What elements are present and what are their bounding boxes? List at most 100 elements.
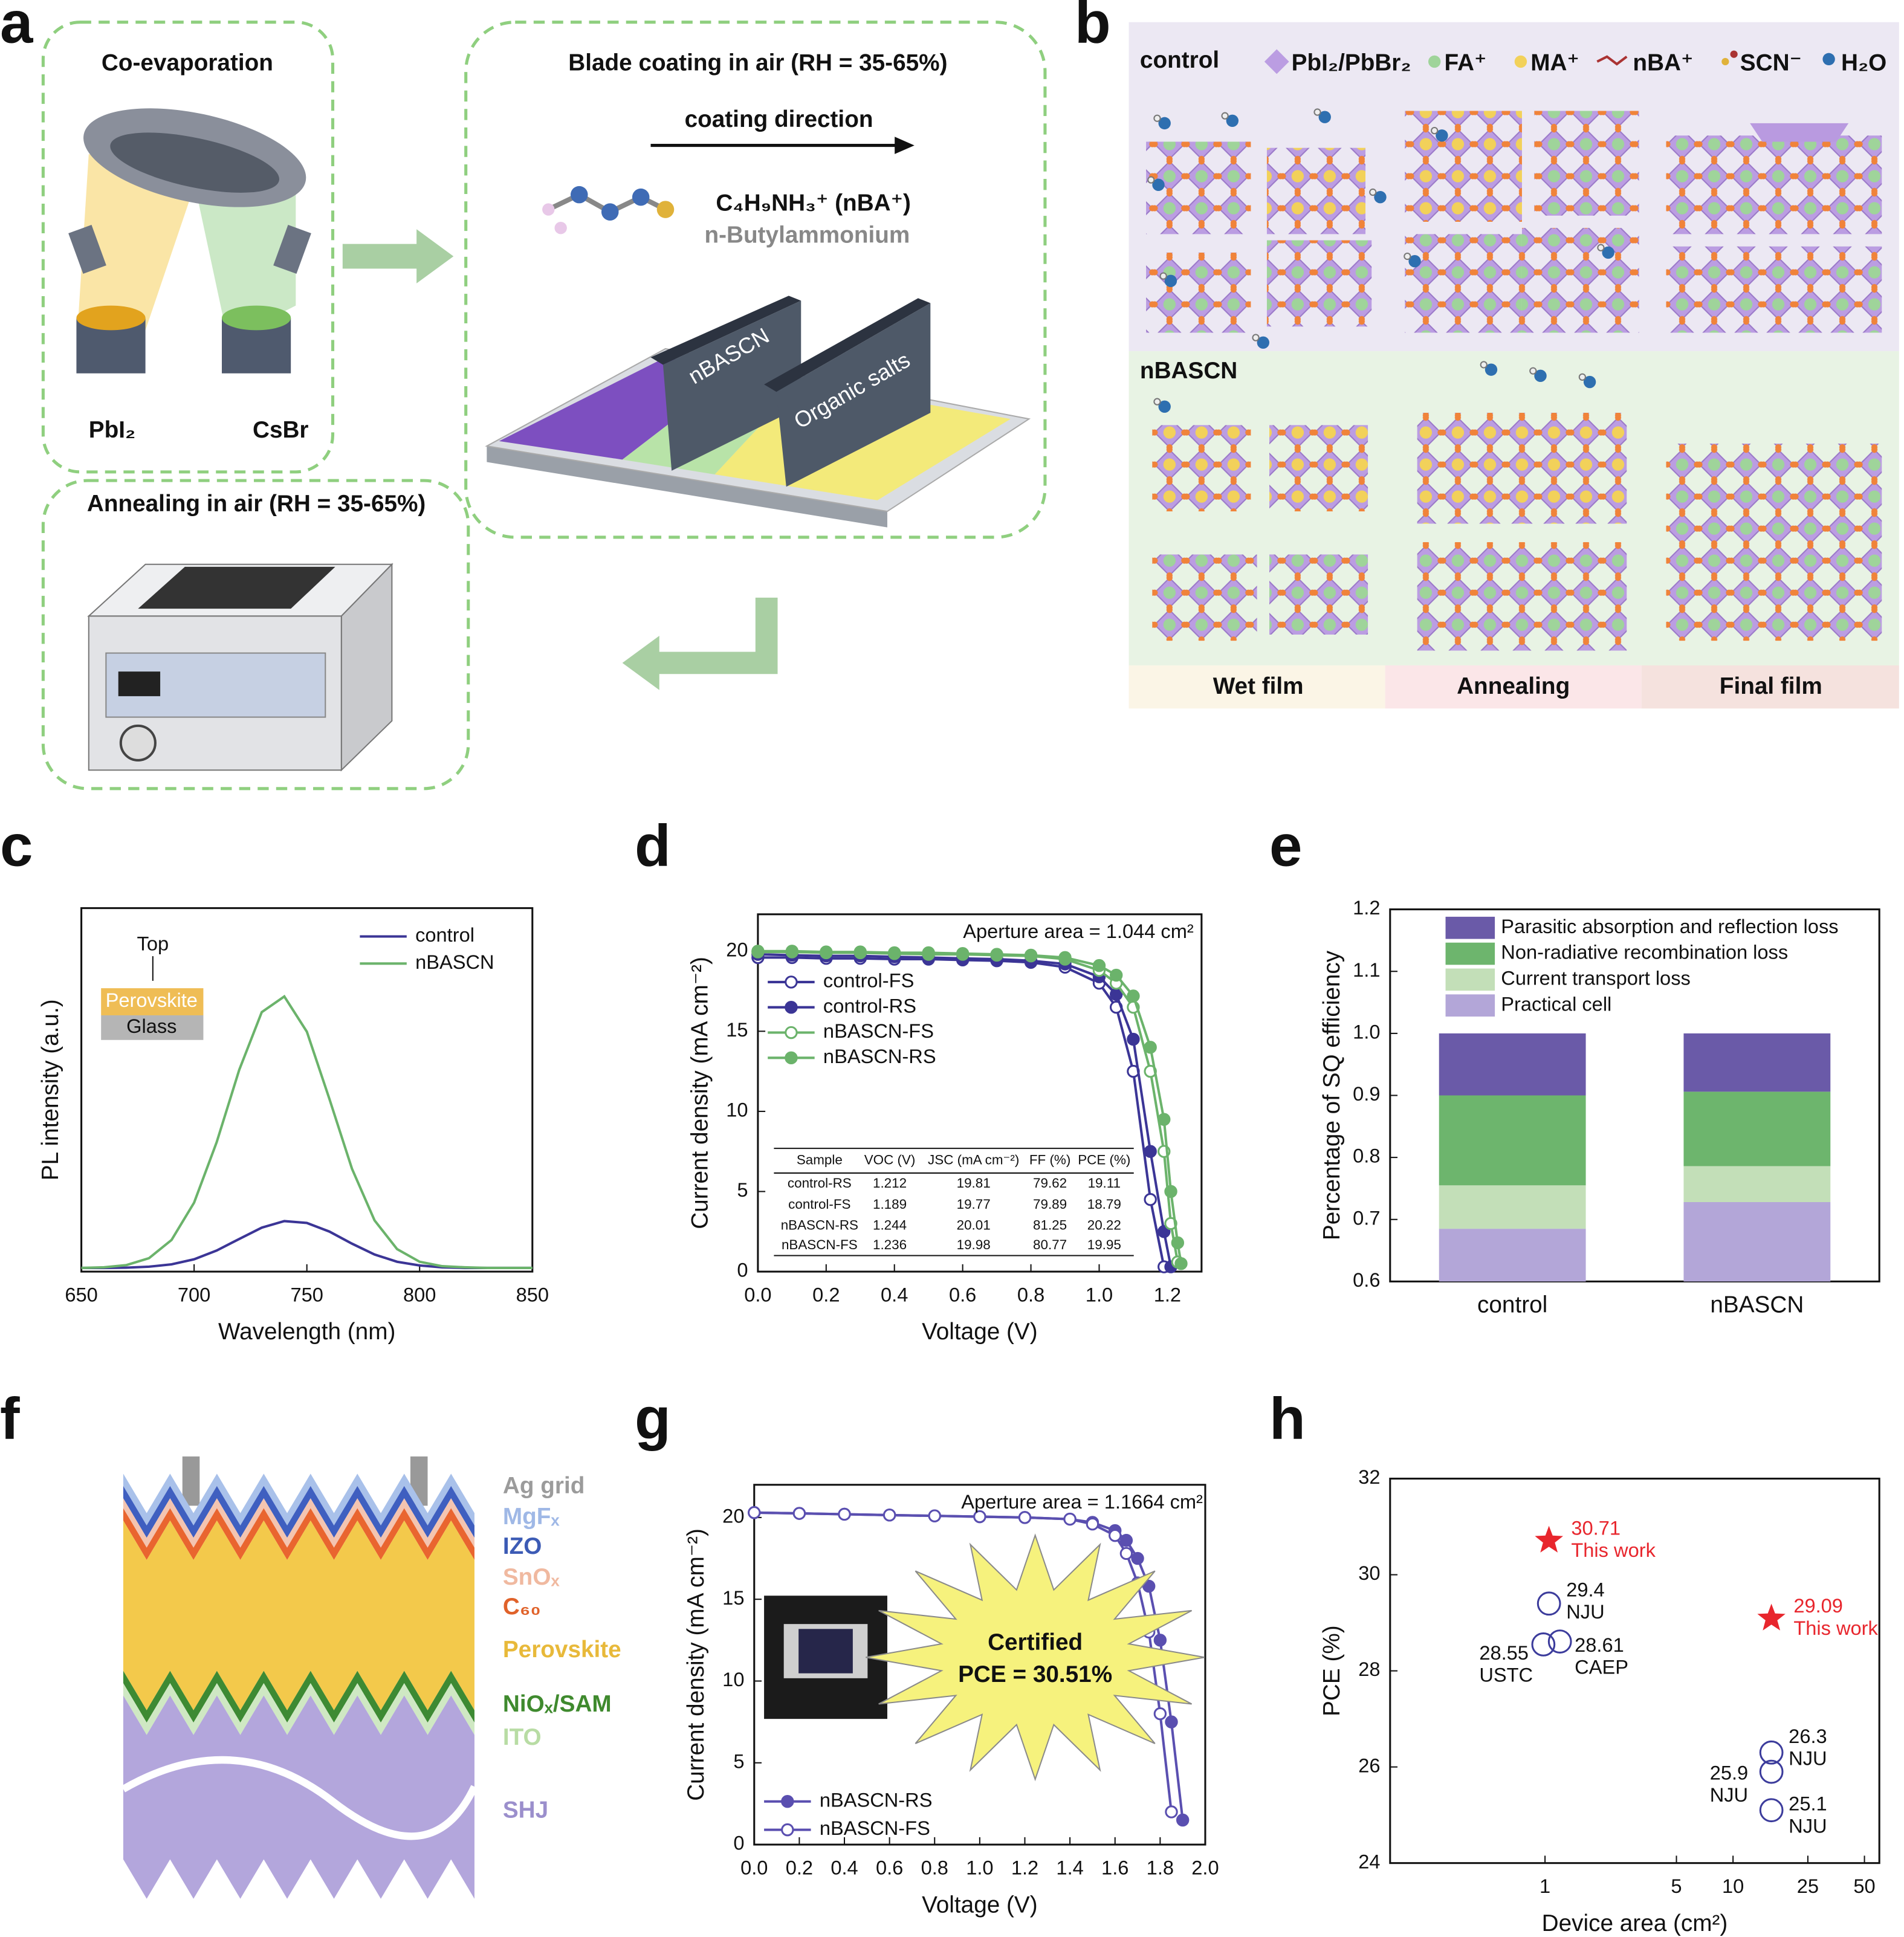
panel-label: d bbox=[635, 812, 671, 879]
y-axis-label: PL intensity (a.u.) bbox=[37, 999, 63, 1180]
water bbox=[1159, 272, 1167, 280]
legend-label: Non-radiative recombination loss bbox=[1501, 941, 1788, 963]
label: Co-evaporation bbox=[102, 50, 273, 76]
table-cell: 80.77 bbox=[1033, 1237, 1067, 1252]
data-point bbox=[1127, 1032, 1140, 1046]
data-point bbox=[1757, 1603, 1786, 1631]
y-tick-label: 15 bbox=[722, 1586, 744, 1609]
water bbox=[1257, 336, 1269, 349]
x-tick-label: 0.4 bbox=[831, 1856, 858, 1878]
inset-label: Perovskite bbox=[106, 989, 198, 1011]
y-tick-label: 20 bbox=[726, 938, 748, 960]
data-point bbox=[1536, 1591, 1561, 1616]
blade bbox=[776, 303, 931, 487]
water bbox=[1369, 188, 1377, 196]
y-tick-label: 10 bbox=[726, 1099, 748, 1121]
data-point bbox=[1058, 951, 1072, 965]
legend-label: control-RS bbox=[823, 994, 916, 1017]
x-tick-label: 0.8 bbox=[1017, 1283, 1044, 1305]
data-line bbox=[757, 953, 1173, 1267]
legend-icon bbox=[1596, 55, 1628, 66]
water bbox=[1529, 367, 1537, 375]
water bbox=[1480, 361, 1488, 369]
legend-label: Practical cell bbox=[1501, 992, 1611, 1015]
y-tick-label: 5 bbox=[737, 1179, 748, 1201]
bar-segment bbox=[1439, 1229, 1586, 1282]
y-tick-label: 0 bbox=[737, 1259, 748, 1281]
y-tick-label: 0.6 bbox=[1353, 1269, 1380, 1291]
data-point bbox=[1158, 1225, 1171, 1238]
table-header: Sample bbox=[797, 1152, 843, 1167]
water bbox=[1153, 398, 1161, 406]
bar-segment bbox=[1683, 1091, 1831, 1166]
legend-label: Parasitic absorption and reflection loss bbox=[1501, 915, 1838, 937]
x-tick-label: 2.0 bbox=[1191, 1856, 1219, 1878]
x-tick-label: 0.2 bbox=[812, 1283, 840, 1305]
x-tick-label: 1.8 bbox=[1147, 1856, 1174, 1878]
legend-icon bbox=[1514, 55, 1527, 68]
data-point bbox=[853, 945, 867, 959]
panel-f: Ag grid MgFₓ IZO SnOₓ C₆₀ Perovskite NiO… bbox=[121, 1456, 621, 1899]
legend-marker bbox=[781, 1795, 794, 1808]
x-tick-label: 1.2 bbox=[1154, 1283, 1181, 1305]
legend-marker bbox=[785, 975, 798, 989]
data-point bbox=[792, 1507, 806, 1520]
layer-label: SnOₓ bbox=[503, 1564, 560, 1590]
panel-labels: a b c d e f g h bbox=[0, 0, 1306, 1452]
label: Wet film bbox=[1213, 673, 1304, 699]
y-tick-label: 20 bbox=[722, 1504, 744, 1527]
data-point bbox=[1165, 1715, 1178, 1728]
legend-swatch bbox=[1445, 994, 1495, 1017]
chart: 0.6 0.7 0.8 0.9 1.0 1.1 1.2 Percentage of SQ ef… bbox=[1319, 896, 1880, 1318]
table-cell: 19.98 bbox=[957, 1237, 991, 1252]
x-axis-label: Voltage (V) bbox=[922, 1892, 1038, 1918]
legend-text: PbI₂/PbBr₂ bbox=[1292, 50, 1411, 76]
label: nBASCN bbox=[1140, 358, 1237, 384]
blade bbox=[650, 296, 801, 365]
crucible bbox=[222, 305, 291, 331]
legend-text: SCN⁻ bbox=[1740, 50, 1802, 76]
panel-label: c bbox=[0, 812, 33, 879]
table-cell: 20.01 bbox=[957, 1218, 991, 1233]
arrow bbox=[342, 229, 454, 283]
bar-segment bbox=[1683, 1202, 1831, 1282]
y-tick-label: 24 bbox=[1358, 1850, 1380, 1872]
starburst bbox=[866, 1533, 1205, 1782]
holder bbox=[68, 225, 106, 274]
data-point bbox=[1144, 1193, 1157, 1206]
water bbox=[1318, 111, 1331, 123]
y-tick-label: 32 bbox=[1358, 1466, 1380, 1488]
data-point bbox=[1158, 1113, 1171, 1126]
y-tick-label: 15 bbox=[726, 1018, 748, 1041]
x-tick-label: 700 bbox=[178, 1283, 210, 1305]
water bbox=[1436, 129, 1448, 142]
y-tick-label: 1.1 bbox=[1353, 959, 1380, 981]
x-tick-label: 50 bbox=[1853, 1875, 1875, 1897]
hotplate bbox=[118, 671, 161, 696]
arrow bbox=[622, 636, 659, 690]
table-cell: control-FS bbox=[788, 1197, 850, 1212]
table-header: PCE (%) bbox=[1078, 1152, 1130, 1167]
x-tick-label: 1.4 bbox=[1056, 1856, 1083, 1878]
water bbox=[1158, 400, 1171, 413]
layer bbox=[123, 1486, 474, 1538]
table-cell: nBASCN-RS bbox=[781, 1218, 858, 1233]
table-cell: 1.189 bbox=[873, 1197, 907, 1212]
bar-segment bbox=[1439, 1033, 1586, 1096]
y-tick-label: 10 bbox=[722, 1668, 744, 1690]
x-tick-label: 1.0 bbox=[966, 1856, 993, 1878]
data-point bbox=[1171, 1236, 1185, 1250]
x-tick-label: 1 bbox=[1540, 1875, 1550, 1897]
y-tick-label: 30 bbox=[1358, 1562, 1380, 1584]
data-line bbox=[81, 994, 533, 1269]
table-header: FF (%) bbox=[1029, 1152, 1070, 1167]
x-tick-label: 0.0 bbox=[740, 1856, 768, 1878]
table-cell: nBASCN-FS bbox=[782, 1237, 858, 1252]
panel-label: b bbox=[1075, 0, 1111, 56]
layer bbox=[123, 1473, 474, 1526]
point-label: NJU bbox=[1710, 1783, 1748, 1806]
legend-icon bbox=[1730, 50, 1738, 58]
inset-label: Top bbox=[137, 932, 169, 954]
x-axis-label: Voltage (V) bbox=[922, 1319, 1038, 1345]
y-tick-label: 0.7 bbox=[1353, 1206, 1380, 1229]
